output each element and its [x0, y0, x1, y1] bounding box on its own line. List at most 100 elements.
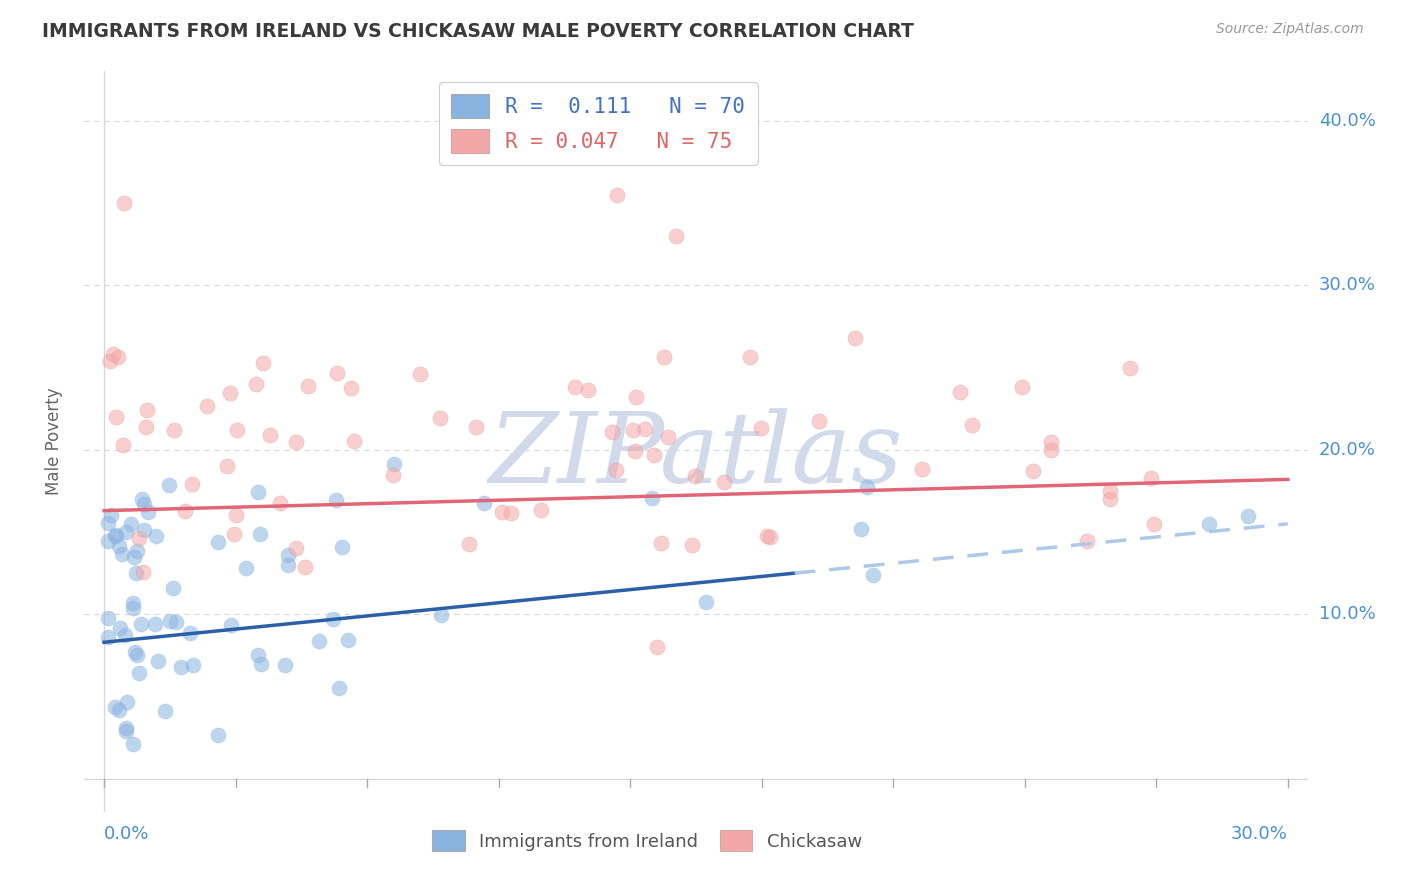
Point [602, 425, 624, 440]
Point [181, 476, 204, 491]
Point [1099, 492, 1122, 507]
Point [100, 508, 122, 523]
Point [207, 728, 229, 742]
Point [108, 621, 131, 635]
Point [624, 443, 647, 458]
Text: 20.0%: 20.0% [1319, 441, 1375, 458]
Point [111, 437, 134, 451]
Point [1119, 360, 1142, 375]
Point [911, 462, 934, 476]
Point [143, 617, 166, 632]
Point [121, 737, 143, 751]
Point [129, 617, 152, 632]
Point [217, 458, 239, 473]
Point [136, 505, 159, 519]
Point [134, 523, 156, 537]
Point [713, 475, 735, 489]
Point [695, 595, 717, 609]
Point [756, 529, 779, 543]
Point [269, 496, 291, 510]
Point [1237, 508, 1260, 523]
Legend: Immigrants from Ireland, Chickasaw: Immigrants from Ireland, Chickasaw [425, 823, 869, 858]
Point [128, 531, 150, 545]
Point [740, 350, 762, 364]
Point [157, 478, 180, 492]
Point [1022, 464, 1045, 478]
Point [128, 666, 150, 681]
Point [330, 540, 353, 554]
Text: 40.0%: 40.0% [1319, 112, 1375, 129]
Point [657, 430, 679, 444]
Point [665, 228, 688, 243]
Point [132, 496, 155, 510]
Point [170, 660, 193, 674]
Point [225, 508, 247, 523]
Point [641, 491, 664, 505]
Point [491, 505, 513, 519]
Point [624, 390, 647, 404]
Point [98, 354, 121, 368]
Point [135, 419, 157, 434]
Text: 0.0%: 0.0% [104, 825, 149, 843]
Point [650, 535, 672, 549]
Text: 30.0%: 30.0% [1319, 277, 1375, 294]
Point [643, 448, 665, 462]
Point [325, 492, 347, 507]
Point [277, 558, 299, 573]
Point [1076, 533, 1098, 548]
Text: 30.0%: 30.0% [1232, 825, 1288, 843]
Point [1198, 516, 1220, 531]
Point [530, 502, 553, 516]
Point [183, 657, 205, 672]
Point [343, 434, 366, 448]
Point [219, 385, 242, 400]
Point [197, 399, 219, 413]
Point [297, 379, 319, 393]
Point [125, 648, 148, 663]
Point [1140, 471, 1163, 485]
Point [294, 560, 316, 574]
Point [856, 480, 879, 494]
Point [97, 630, 120, 644]
Point [124, 645, 146, 659]
Point [245, 376, 267, 391]
Point [259, 427, 281, 442]
Point [621, 423, 644, 437]
Point [108, 539, 131, 553]
Point [576, 383, 599, 397]
Point [249, 527, 271, 541]
Point [1099, 483, 1122, 498]
Point [104, 700, 127, 714]
Point [501, 506, 523, 520]
Point [652, 350, 675, 364]
Point [105, 410, 128, 425]
Point [246, 485, 269, 500]
Point [429, 607, 451, 622]
Point [849, 522, 872, 536]
Point [564, 380, 586, 394]
Point [409, 367, 432, 381]
Point [749, 421, 772, 435]
Point [862, 567, 884, 582]
Text: ZIPatlas: ZIPatlas [489, 409, 903, 504]
Point [844, 331, 866, 345]
Point [131, 491, 153, 506]
Point [1011, 380, 1033, 394]
Point [634, 422, 657, 436]
Point [122, 596, 145, 610]
Text: 10.0%: 10.0% [1319, 606, 1375, 624]
Point [274, 657, 297, 672]
Point [207, 535, 229, 549]
Point [112, 196, 135, 211]
Point [759, 530, 782, 544]
Point [122, 550, 145, 565]
Point [1143, 516, 1166, 531]
Text: Male Poverty: Male Poverty [45, 388, 63, 495]
Point [162, 423, 184, 437]
Point [458, 537, 481, 551]
Point [326, 367, 349, 381]
Point [382, 457, 405, 471]
Point [247, 648, 270, 662]
Point [105, 528, 128, 542]
Point [174, 503, 197, 517]
